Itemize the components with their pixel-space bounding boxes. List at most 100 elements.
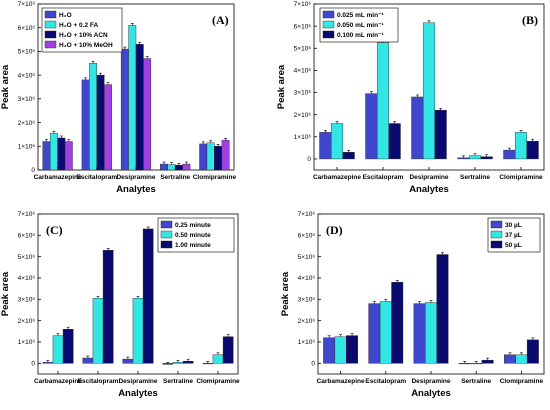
legend-label: 0.025 mL min⁻¹	[337, 12, 384, 19]
x-tick-label: Sertraline	[461, 378, 491, 385]
y-tick-label: 1×10⁶	[298, 339, 316, 346]
legend-swatch	[44, 20, 57, 29]
legend-label: H₂O + 10% MeOH	[59, 42, 113, 49]
legend-label: 0.25 minute	[175, 222, 211, 229]
y-axis-title: Peak area	[0, 271, 11, 316]
y-tick-label: 5×10⁶	[18, 254, 36, 261]
bar	[334, 336, 347, 364]
x-tick-label: Carbamazepine	[313, 174, 361, 181]
y-tick-label: 4×10⁶	[294, 68, 312, 75]
x-axis-title: Analytes	[118, 388, 158, 399]
bar	[122, 358, 134, 364]
legend-label: 37 µL	[505, 232, 522, 239]
y-axis-title: Peak area	[0, 64, 11, 109]
y-tick-label: 7×10⁶	[294, 1, 312, 8]
bar	[515, 354, 528, 364]
bar	[57, 137, 66, 171]
bar	[422, 22, 436, 160]
bar	[96, 74, 105, 171]
legend-label: 0.50 minute	[175, 232, 211, 239]
bar	[212, 354, 224, 364]
bar	[436, 254, 449, 364]
bar	[425, 302, 437, 364]
chart-panel-4: 0 1×10⁶ 2×10⁶ 3×10⁶ 4×10⁶ 5×10⁶ 6×10⁶ 7×10⁶ Carb…	[280, 211, 545, 399]
y-tick-label: 3×10⁶	[294, 90, 312, 97]
bar	[120, 48, 129, 171]
legend-swatch	[44, 40, 57, 49]
legend-swatch	[160, 230, 173, 239]
legend: 30 µL 37 µL 50 µL	[487, 217, 541, 253]
legend-label: 30 µL	[505, 222, 522, 229]
y-tick-label: 2×10⁶	[18, 318, 36, 325]
bar	[434, 110, 447, 160]
y-tick-label: 3×10⁶	[18, 96, 36, 103]
y-tick-label: 3×10⁶	[18, 297, 36, 304]
chart-panel-1: 0 1×10⁶ 2×10⁶ 3×10⁶ 4×10⁶ 5×10⁶ 6×10⁶ 7×10⁶ Carb…	[0, 1, 236, 195]
y-tick-label: 2×10⁶	[298, 318, 316, 325]
y-tick-label: 1×10⁶	[294, 134, 312, 141]
panel-label: (A)	[212, 13, 229, 27]
x-tick-label: Clomipramine	[500, 378, 544, 385]
bar	[514, 132, 528, 160]
bar	[160, 163, 168, 171]
legend-label: 1.00 minute	[175, 242, 211, 249]
bar	[42, 362, 54, 364]
bar	[221, 140, 230, 171]
y-tick-label: 7×10⁶	[298, 211, 316, 218]
legend-swatch	[44, 10, 57, 19]
bar	[182, 163, 191, 171]
legend-label: 0.050 mL min⁻¹	[337, 22, 384, 29]
bar	[167, 164, 176, 171]
bar	[128, 25, 137, 171]
x-tick-label: Desipramine	[116, 174, 155, 181]
y-tick-label: 3×10⁶	[298, 297, 316, 304]
y-tick-label: 1×10⁶	[18, 143, 36, 150]
x-tick-label: Carbamazepine	[317, 378, 365, 385]
bar	[480, 156, 493, 160]
y-tick-label: 6×10⁶	[18, 25, 36, 32]
bar	[330, 123, 344, 160]
bar	[132, 298, 144, 364]
bar	[206, 142, 215, 171]
bar	[202, 363, 214, 365]
y-axis-title: Peak area	[276, 64, 287, 109]
x-axis-title: Analytes	[409, 184, 449, 195]
legend-swatch	[490, 220, 503, 229]
x-tick-label: Escitalopram	[363, 174, 404, 181]
y-tick-label: 7×10⁶	[18, 211, 36, 218]
y-tick-label: 5×10⁶	[298, 254, 316, 261]
legend-label: H₂O	[59, 12, 72, 19]
legend-swatch	[44, 30, 57, 39]
legend: 0.25 minute 0.50 minute 1.00 minute	[157, 217, 235, 253]
bar	[379, 301, 392, 364]
chart-panel-2: 0 1×10⁶ 2×10⁶ 3×10⁶ 4×10⁶ 5×10⁶ 6×10⁶ 7×10⁶ Carb…	[276, 1, 545, 195]
x-tick-label: Escitalopram	[365, 378, 406, 385]
bar	[222, 336, 234, 364]
y-tick-label: 6×10⁶	[18, 233, 36, 240]
bar	[135, 44, 144, 171]
x-tick-label: Clomipramine	[193, 174, 237, 181]
legend-swatch	[322, 20, 335, 29]
x-tick-label: Desipramine	[411, 378, 450, 385]
bar	[42, 141, 51, 171]
x-tick-label: Desipramine	[409, 174, 448, 181]
x-tick-label: Escitalopram	[76, 174, 117, 181]
bar	[52, 335, 64, 364]
bar	[365, 93, 378, 160]
legend: 0.025 mL min⁻¹ 0.050 mL min⁻¹ 0.100 mL min…	[319, 7, 399, 43]
bar	[470, 363, 483, 365]
bar	[323, 337, 336, 364]
bar	[81, 79, 90, 171]
bar	[391, 282, 404, 364]
legend: H₂O H₂O + 0.2 FA H₂O + 10% ACN H₂O + 10% Me…	[41, 7, 123, 53]
bar	[346, 335, 358, 364]
bar	[64, 141, 73, 171]
panel-label: (C)	[46, 223, 63, 237]
bar	[104, 84, 112, 171]
x-tick-label: Sertraline	[160, 174, 190, 181]
bar	[368, 303, 381, 364]
legend-swatch	[490, 230, 503, 239]
bar	[199, 143, 208, 171]
bar	[182, 361, 194, 364]
bar	[458, 363, 471, 365]
